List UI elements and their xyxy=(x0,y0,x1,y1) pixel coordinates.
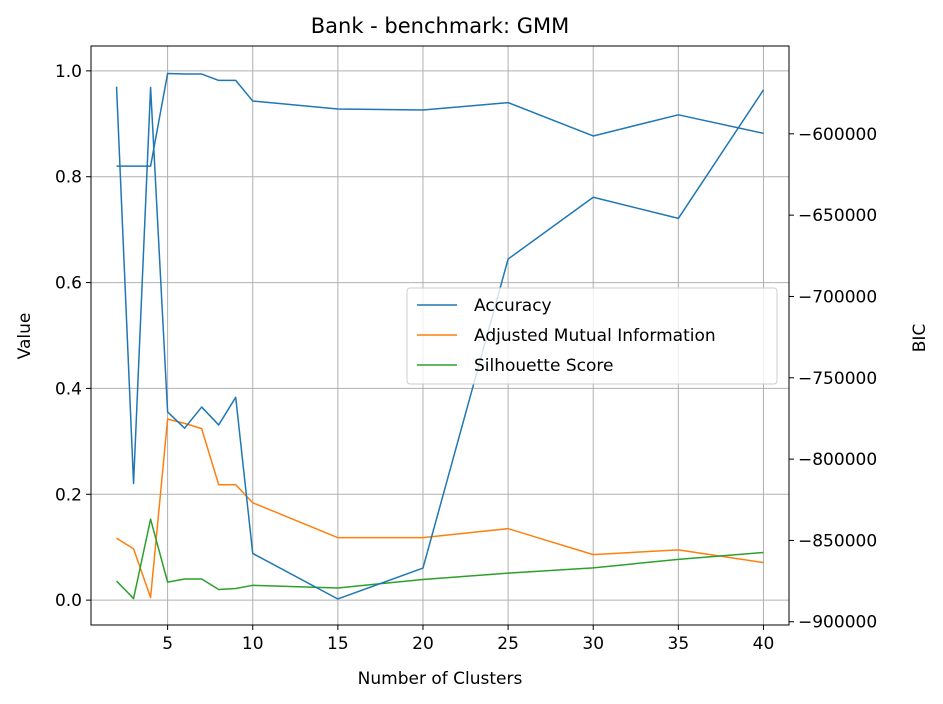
y-axis: 0.0 0.2 0.4 0.6 0.8 1.0 xyxy=(55,62,91,611)
x-tick-label: 20 xyxy=(412,634,434,654)
x-axis: 5 10 15 20 25 30 35 40 xyxy=(162,625,774,654)
y-axis-label: Value xyxy=(15,313,35,360)
x-tick-label: 25 xyxy=(497,634,519,654)
series-line-accuracy xyxy=(116,72,764,167)
plot-frame xyxy=(90,45,790,626)
y-tick-label: 0.8 xyxy=(55,168,82,188)
y2-tick-label: −600000 xyxy=(798,125,877,145)
series-line-silhouette-score xyxy=(116,518,764,600)
x-tick-label: 10 xyxy=(242,634,264,654)
legend-box xyxy=(406,287,778,385)
y2-tick-label: −850000 xyxy=(798,531,877,551)
x-tick-label: 35 xyxy=(668,634,690,654)
y-tick-label: 1.0 xyxy=(55,62,82,82)
x-tick-label: 15 xyxy=(327,634,349,654)
y2-tick-label: −750000 xyxy=(798,369,877,389)
legend: Accuracy Adjusted Mutual Information Silho… xyxy=(406,287,778,385)
y2-tick-label: −650000 xyxy=(798,206,877,226)
x-tick-label: 30 xyxy=(582,634,604,654)
y2-axis: −600000 −650000 −700000 −750000 −800000 −8500… xyxy=(789,125,877,633)
series-line-bic xyxy=(115,86,765,600)
series-layer xyxy=(115,72,765,600)
y-tick-label: 0.2 xyxy=(55,485,82,505)
legend-label: Adjusted Mutual Information xyxy=(474,326,716,346)
x-axis-label: Number of Clusters xyxy=(358,669,523,689)
y-tick-label: 0.4 xyxy=(55,379,82,399)
y2-tick-label: −800000 xyxy=(798,450,877,470)
x-tick-label: 40 xyxy=(753,634,775,654)
legend-label: Accuracy xyxy=(474,296,552,316)
y2-tick-label: −700000 xyxy=(798,287,877,307)
y-tick-label: 0.0 xyxy=(55,591,82,611)
legend-label: Silhouette Score xyxy=(474,356,613,376)
y2-axis-label: BIC xyxy=(910,324,930,353)
y2-tick-label: −900000 xyxy=(798,613,877,633)
x-tick-label: 5 xyxy=(162,634,173,654)
y-tick-label: 0.6 xyxy=(55,274,82,294)
chart-title: Bank - benchmark: GMM xyxy=(311,14,569,38)
